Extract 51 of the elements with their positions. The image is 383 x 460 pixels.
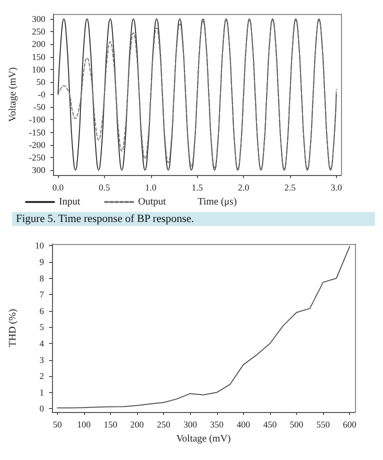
y-tick-label: 3 (40, 354, 44, 365)
x-axis-title: Time (μs) (198, 196, 237, 208)
y-tick-label: 100 (32, 64, 46, 74)
x-tick-label: 2.0 (238, 182, 250, 193)
y-tick-label: 6 (40, 306, 44, 316)
x-tick-label: 2.5 (284, 182, 296, 193)
line-series (56, 246, 350, 408)
x-tick-label: 450 (263, 420, 278, 430)
x-tick-label: 400 (236, 420, 251, 430)
x-tick-label: 50 (52, 420, 62, 430)
x-tick-label: 100 (77, 420, 92, 430)
y-tick-label: 150 (32, 52, 46, 62)
y-tick-label: -100 (28, 114, 46, 125)
y-tick-label: 8 (40, 273, 44, 284)
y-tick-label: -150 (28, 127, 46, 138)
x-tick-label: 1.0 (145, 182, 157, 193)
x-tick-label: 150 (104, 420, 118, 430)
y-tick-label: 300 (32, 14, 46, 24)
y-axis-title: THD (%) (8, 308, 18, 348)
y-tick-label: 0 (40, 404, 44, 414)
y-tick-label: 300 (32, 165, 46, 176)
x-axis-title: Voltage (mV) (176, 433, 231, 444)
legend-label: Output (138, 196, 166, 208)
y-tick-label: 200 (32, 39, 46, 50)
y-axis-title: Voltage (mV) (8, 67, 18, 122)
y-tick-label: -0 (38, 90, 46, 100)
y-tick-label: 50 (36, 76, 46, 87)
y-tick-label: 9 (40, 256, 44, 267)
caption: Figure 5. Time response of BP response. (12, 212, 375, 226)
x-tick-label: 250 (156, 420, 171, 430)
y-tick-label: -50 (33, 102, 46, 112)
x-tick-label: 500 (290, 420, 304, 430)
y-tick-label: 1 (40, 387, 44, 398)
y-tick-label: 10 (35, 240, 44, 251)
y-tick-label: 2 (40, 371, 44, 382)
x-tick-label: 3.0 (330, 182, 342, 193)
y-tick-label: 250 (32, 26, 46, 37)
y-tick-label: -250 (28, 152, 46, 162)
x-tick-label: 350 (210, 420, 224, 430)
x-tick-label: 200 (130, 420, 144, 430)
y-tick-label: 4 (40, 338, 44, 348)
y-tick-label: 7 (40, 290, 44, 300)
x-tick-label: 1.5 (192, 182, 204, 193)
x-tick-label: 0.5 (98, 182, 111, 193)
legend-label: Input (59, 196, 80, 208)
x-tick-label: 600 (342, 420, 357, 430)
x-tick-label: 300 (183, 420, 198, 430)
y-tick-label: -200 (28, 140, 46, 150)
x-tick-label: 550 (316, 420, 330, 430)
y-tick-label: 5 (40, 322, 44, 332)
x-tick-label: 0.0 (52, 182, 64, 193)
